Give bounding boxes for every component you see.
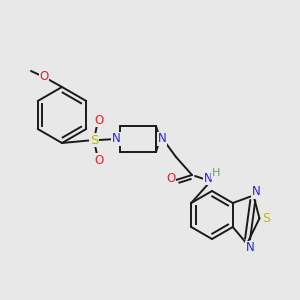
Text: N: N	[112, 133, 120, 146]
Text: H: H	[212, 168, 220, 178]
Text: O: O	[94, 113, 103, 127]
Text: N: N	[158, 133, 166, 146]
Text: N: N	[204, 172, 212, 184]
Text: N: N	[252, 185, 261, 198]
Text: O: O	[39, 70, 49, 83]
Text: S: S	[262, 212, 271, 225]
Text: N: N	[246, 242, 254, 254]
Text: O: O	[167, 172, 176, 185]
Text: O: O	[94, 154, 103, 166]
Text: S: S	[90, 134, 98, 146]
